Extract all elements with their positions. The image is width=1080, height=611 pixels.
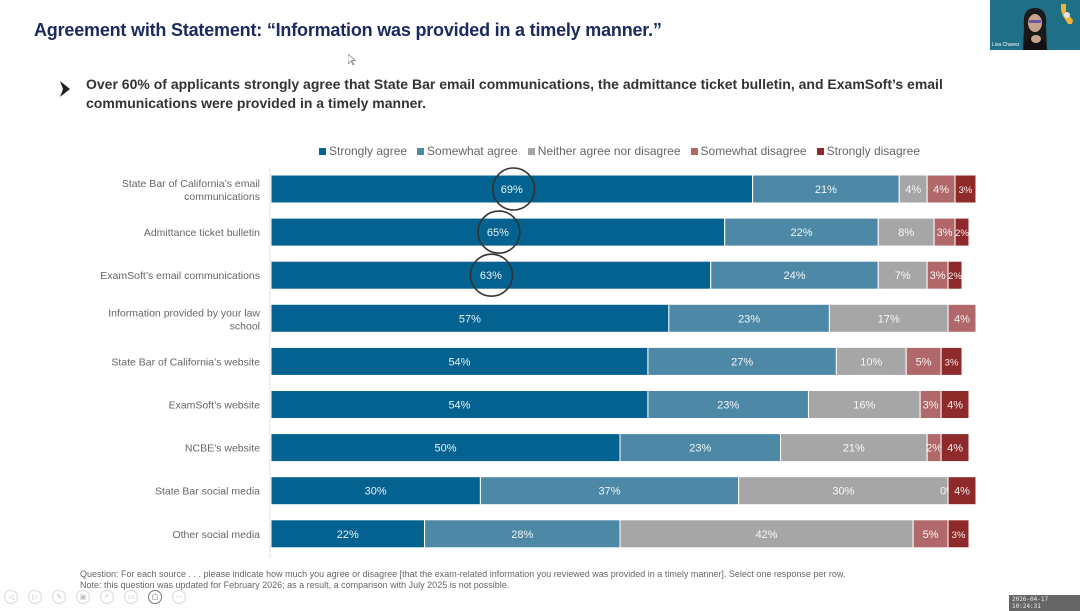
data-label: 3% <box>930 270 946 282</box>
category-label: Admittance ticket bulletin <box>144 227 260 239</box>
category-label: State Bar social media <box>155 486 260 498</box>
data-label: 3% <box>959 185 973 196</box>
data-label: 2% <box>955 228 969 239</box>
category-label: ExamSoft’s email communications <box>100 270 260 282</box>
data-label: 8% <box>898 227 914 239</box>
data-label: 42% <box>756 529 778 541</box>
data-label: 10% <box>860 356 882 368</box>
data-label: 3% <box>937 227 953 239</box>
category-label: ExamSoft’s website <box>169 400 261 412</box>
category-label: Other social media <box>172 529 260 541</box>
data-label: 7% <box>895 270 911 282</box>
data-label: 4% <box>954 486 970 498</box>
presentation-toolbar: ◁ ▷ ✎ ▣ ⌕ ▭ ▢ ⋯ <box>4 590 186 604</box>
more-icon[interactable]: ⋯ <box>172 590 186 604</box>
recording-timestamp: 2026-04-17 10:24:31 <box>1009 595 1080 611</box>
data-label: 23% <box>717 400 739 412</box>
data-label: 28% <box>511 529 533 541</box>
data-label: 4% <box>933 184 949 196</box>
data-label: 22% <box>790 227 812 239</box>
subtitles-icon[interactable]: ▭ <box>124 590 138 604</box>
category-label: State Bar of California’s website <box>111 356 260 368</box>
data-label: 24% <box>783 270 805 282</box>
data-label: 30% <box>365 486 387 498</box>
data-label: 65% <box>487 227 509 239</box>
camera-icon[interactable]: ▢ <box>148 590 162 604</box>
slides-icon[interactable]: ▣ <box>76 590 90 604</box>
data-label: 22% <box>337 529 359 541</box>
data-label: 5% <box>923 529 939 541</box>
data-label: 21% <box>815 184 837 196</box>
next-icon[interactable]: ▷ <box>28 590 42 604</box>
data-label: 69% <box>501 184 523 196</box>
data-label: 3% <box>952 530 966 541</box>
data-label: 4% <box>954 313 970 325</box>
category-label: NCBE’s website <box>185 443 260 455</box>
footnote-question: Question: For each source . . . please i… <box>80 569 845 580</box>
participant-name: Lisa Chavez <box>992 42 1020 48</box>
data-label: 30% <box>832 486 854 498</box>
data-label: 3% <box>923 400 939 412</box>
zoom-icon[interactable]: ⌕ <box>100 590 114 604</box>
data-label: 54% <box>448 356 470 368</box>
footnote: Question: For each source . . . please i… <box>80 569 845 591</box>
california-logo-icon <box>1060 4 1074 24</box>
data-label: 37% <box>599 486 621 498</box>
data-label: 23% <box>689 443 711 455</box>
data-label: 27% <box>731 356 753 368</box>
data-label: 21% <box>843 443 865 455</box>
data-label: 54% <box>448 400 470 412</box>
data-label: 50% <box>434 443 456 455</box>
previous-icon[interactable]: ◁ <box>4 590 18 604</box>
data-label: 16% <box>853 400 875 412</box>
data-label: 3% <box>945 357 959 368</box>
data-label: 17% <box>878 313 900 325</box>
pen-icon[interactable]: ✎ <box>52 590 66 604</box>
footnote-note: Note: this question was updated for Febr… <box>80 580 845 591</box>
data-label: 63% <box>480 270 502 282</box>
data-label: 2% <box>926 443 942 455</box>
data-label: 57% <box>459 313 481 325</box>
participant-video-icon <box>1020 6 1050 50</box>
data-label: 2% <box>948 271 962 282</box>
data-label: 5% <box>916 356 932 368</box>
video-thumbnail[interactable]: Lisa Chavez <box>990 0 1080 50</box>
data-label: 23% <box>738 313 760 325</box>
data-label: 4% <box>947 443 963 455</box>
data-label: 4% <box>905 184 921 196</box>
data-label: 4% <box>947 400 963 412</box>
